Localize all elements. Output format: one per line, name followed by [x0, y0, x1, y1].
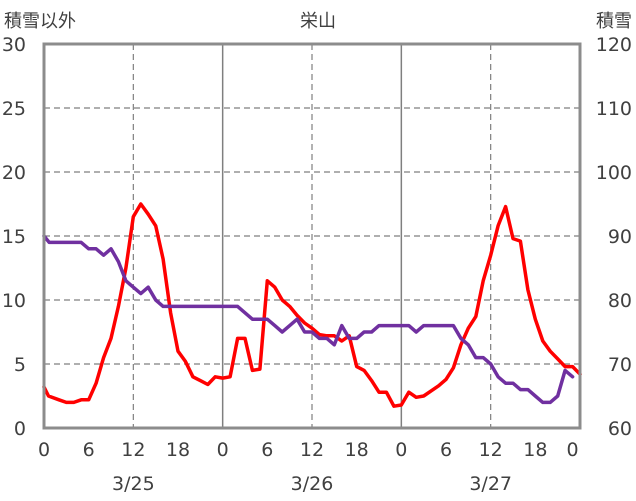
date-label-0: 3/25 [112, 473, 155, 495]
y-left-tick-0: 0 [14, 418, 26, 440]
y-left-tick-5: 25 [2, 98, 26, 120]
other-value-line [42, 202, 582, 408]
y-right-tick-0: 60 [608, 418, 632, 440]
chart-title: 栄山 [300, 11, 336, 32]
x-tick-12: 0 [567, 439, 579, 461]
y-left-tick-2: 10 [2, 290, 26, 312]
x-tick-10: 12 [479, 439, 503, 461]
y-left-tick-3: 15 [2, 226, 26, 248]
x-tick-5: 6 [261, 439, 273, 461]
y-right-tick-6: 120 [596, 34, 632, 56]
x-tick-8: 0 [395, 439, 407, 461]
y-left-tick-6: 30 [2, 34, 26, 56]
x-tick-2: 12 [121, 439, 145, 461]
y-right-tick-1: 70 [608, 354, 632, 376]
plot-frame [42, 42, 582, 430]
x-tick-6: 12 [300, 439, 324, 461]
x-tick-0: 0 [38, 439, 50, 461]
y-right-tick-5: 110 [596, 98, 632, 120]
x-tick-1: 6 [83, 439, 95, 461]
date-label-2: 3/27 [469, 473, 512, 495]
grid-lines [44, 44, 580, 428]
snow-depth-line [42, 234, 575, 405]
x-tick-9: 6 [440, 439, 452, 461]
y-left-tick-4: 20 [2, 162, 26, 184]
y-left-axis-title: 積雪以外 [4, 11, 76, 32]
x-tick-3: 18 [166, 439, 190, 461]
x-tick-7: 18 [345, 439, 369, 461]
date-label-1: 3/26 [291, 473, 334, 495]
y-right-tick-3: 90 [608, 226, 632, 248]
x-tick-11: 18 [523, 439, 547, 461]
x-tick-4: 0 [217, 439, 229, 461]
y-right-tick-2: 80 [608, 290, 632, 312]
y-right-axis-title: 積雪 [596, 11, 632, 32]
series-lines [42, 202, 582, 408]
y-left-tick-1: 5 [14, 354, 26, 376]
y-right-tick-4: 100 [596, 162, 632, 184]
